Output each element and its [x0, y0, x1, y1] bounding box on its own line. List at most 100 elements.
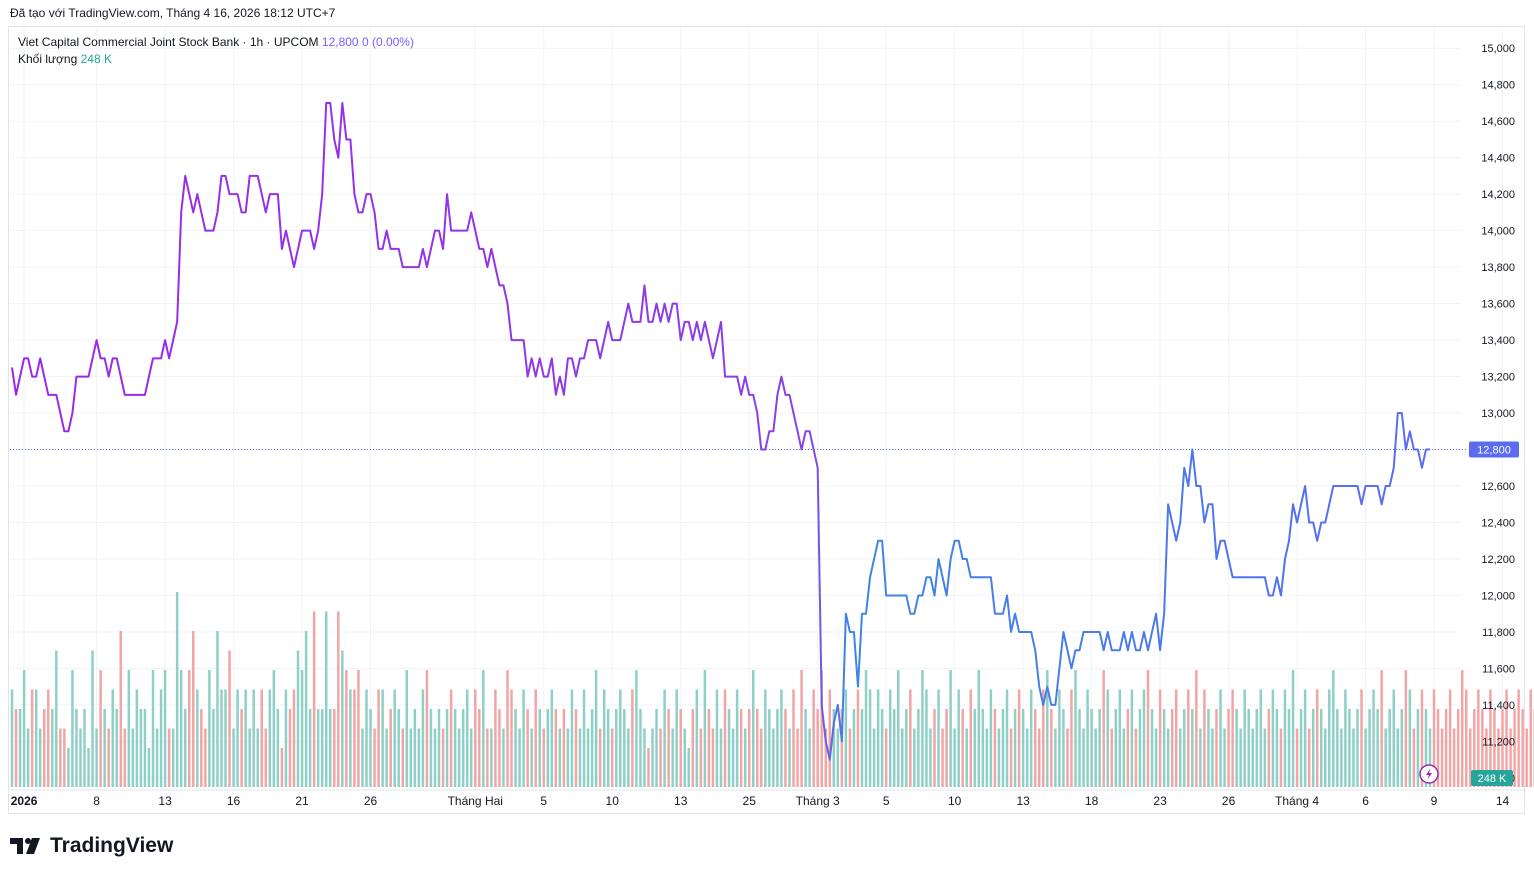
- volume-bar: [1356, 709, 1359, 787]
- volume-bar: [558, 728, 562, 787]
- volume-bar: [832, 709, 836, 787]
- volume-badge: 248 K: [1471, 770, 1513, 786]
- x-tick-label: 21: [295, 794, 309, 808]
- logo-text: TradingView: [50, 834, 174, 857]
- volume-bar: [1291, 670, 1295, 787]
- volume-bar: [848, 728, 852, 787]
- volume-bar: [200, 709, 203, 787]
- volume-bar: [1098, 709, 1101, 787]
- volume-bar: [671, 728, 674, 787]
- volume-bar: [441, 728, 445, 787]
- volume-bar: [1485, 728, 1488, 787]
- volume-bar: [522, 689, 525, 787]
- volume-bar: [880, 709, 884, 787]
- volume-bar: [913, 728, 916, 787]
- x-tick-label: 9: [1431, 794, 1438, 808]
- volume-bar: [1013, 709, 1017, 787]
- volume-bar: [272, 670, 276, 787]
- volume-bar: [490, 728, 493, 787]
- volume-bar: [1263, 728, 1267, 787]
- y-tick-label: 13,400: [1481, 335, 1515, 347]
- volume-bar: [780, 689, 783, 787]
- x-tick-label: 23: [1153, 794, 1167, 808]
- volume-bar: [619, 689, 622, 787]
- volume-bar: [357, 670, 360, 787]
- volume-bar: [296, 650, 300, 787]
- price-line[interactable]: [11, 101, 1430, 761]
- volume-bar: [792, 689, 795, 787]
- volume-bar: [1199, 728, 1202, 787]
- volume-bar: [1279, 728, 1283, 787]
- volume-bar: [119, 631, 123, 787]
- volume-bar: [167, 728, 171, 787]
- volume-bar: [449, 689, 453, 787]
- volume-bar: [107, 728, 110, 787]
- volume-bar: [393, 689, 396, 787]
- volume-bar: [820, 670, 823, 787]
- volume-bar: [1029, 689, 1033, 787]
- volume-bar: [320, 709, 324, 787]
- volume-bar: [1420, 689, 1424, 787]
- tradingview-logo[interactable]: TradingView: [10, 834, 173, 858]
- volume-bar: [401, 728, 405, 787]
- last-price-badge: 12,800: [1469, 441, 1519, 458]
- volume-bar: [1319, 709, 1323, 787]
- x-tick-label: 14: [1496, 794, 1510, 808]
- volume-bar: [381, 689, 384, 787]
- volume-bar: [204, 728, 207, 787]
- volume-bar: [675, 689, 678, 787]
- volume-bar: [1154, 728, 1158, 787]
- volume-bar: [1456, 709, 1460, 787]
- volume-bar: [953, 728, 956, 787]
- volume-bar: [284, 689, 288, 787]
- volume-bar: [1489, 689, 1492, 787]
- lightning-icon[interactable]: [1419, 764, 1439, 784]
- volume-bar: [482, 670, 485, 787]
- volume-bar: [731, 728, 735, 787]
- volume-bar: [248, 728, 251, 787]
- volume-bar: [1215, 709, 1218, 787]
- volume-label: Khối lượng: [18, 52, 78, 66]
- x-tick-label: 10: [948, 794, 962, 808]
- volume-bar: [909, 689, 912, 787]
- volume-bar: [1436, 709, 1440, 787]
- volume-bar: [224, 689, 227, 787]
- volume-bar: [1448, 689, 1452, 787]
- volume-bar: [691, 709, 695, 787]
- x-tick-label: 25: [743, 794, 757, 808]
- volume-bar: [1021, 709, 1025, 787]
- volume-bar: [1404, 670, 1408, 787]
- volume-bar: [163, 670, 167, 787]
- volume-bar: [582, 689, 586, 787]
- volume-bar: [55, 650, 58, 787]
- volume-bar: [1126, 709, 1130, 787]
- volume-bar: [1283, 689, 1287, 787]
- volume-bar: [1384, 728, 1387, 787]
- volume-bar: [1396, 728, 1400, 787]
- volume-bar: [1424, 709, 1428, 787]
- volume-bar: [1473, 709, 1476, 787]
- volume-bar: [453, 709, 457, 787]
- y-tick-label: 13,600: [1481, 299, 1515, 311]
- volume-bar: [1162, 709, 1166, 787]
- volume-bar: [1094, 728, 1097, 787]
- volume-bar: [99, 670, 102, 787]
- volume-bar: [1025, 728, 1029, 787]
- volume-bar: [131, 728, 135, 787]
- volume-bar: [1460, 670, 1464, 787]
- volume-bar: [1146, 670, 1150, 787]
- volume-bar: [1432, 689, 1436, 787]
- volume-bar: [1082, 728, 1085, 787]
- volume-bar: [1332, 670, 1335, 787]
- volume-bar: [502, 728, 505, 787]
- volume-bar: [1086, 689, 1089, 787]
- volume-bar: [135, 689, 139, 787]
- chart-area[interactable]: [8, 26, 1525, 814]
- volume-bar: [461, 709, 465, 787]
- volume-bar: [196, 689, 199, 787]
- volume-bar: [1166, 728, 1170, 787]
- volume-bar: [397, 709, 400, 787]
- volume-bar: [14, 709, 18, 787]
- volume-bar: [836, 728, 840, 787]
